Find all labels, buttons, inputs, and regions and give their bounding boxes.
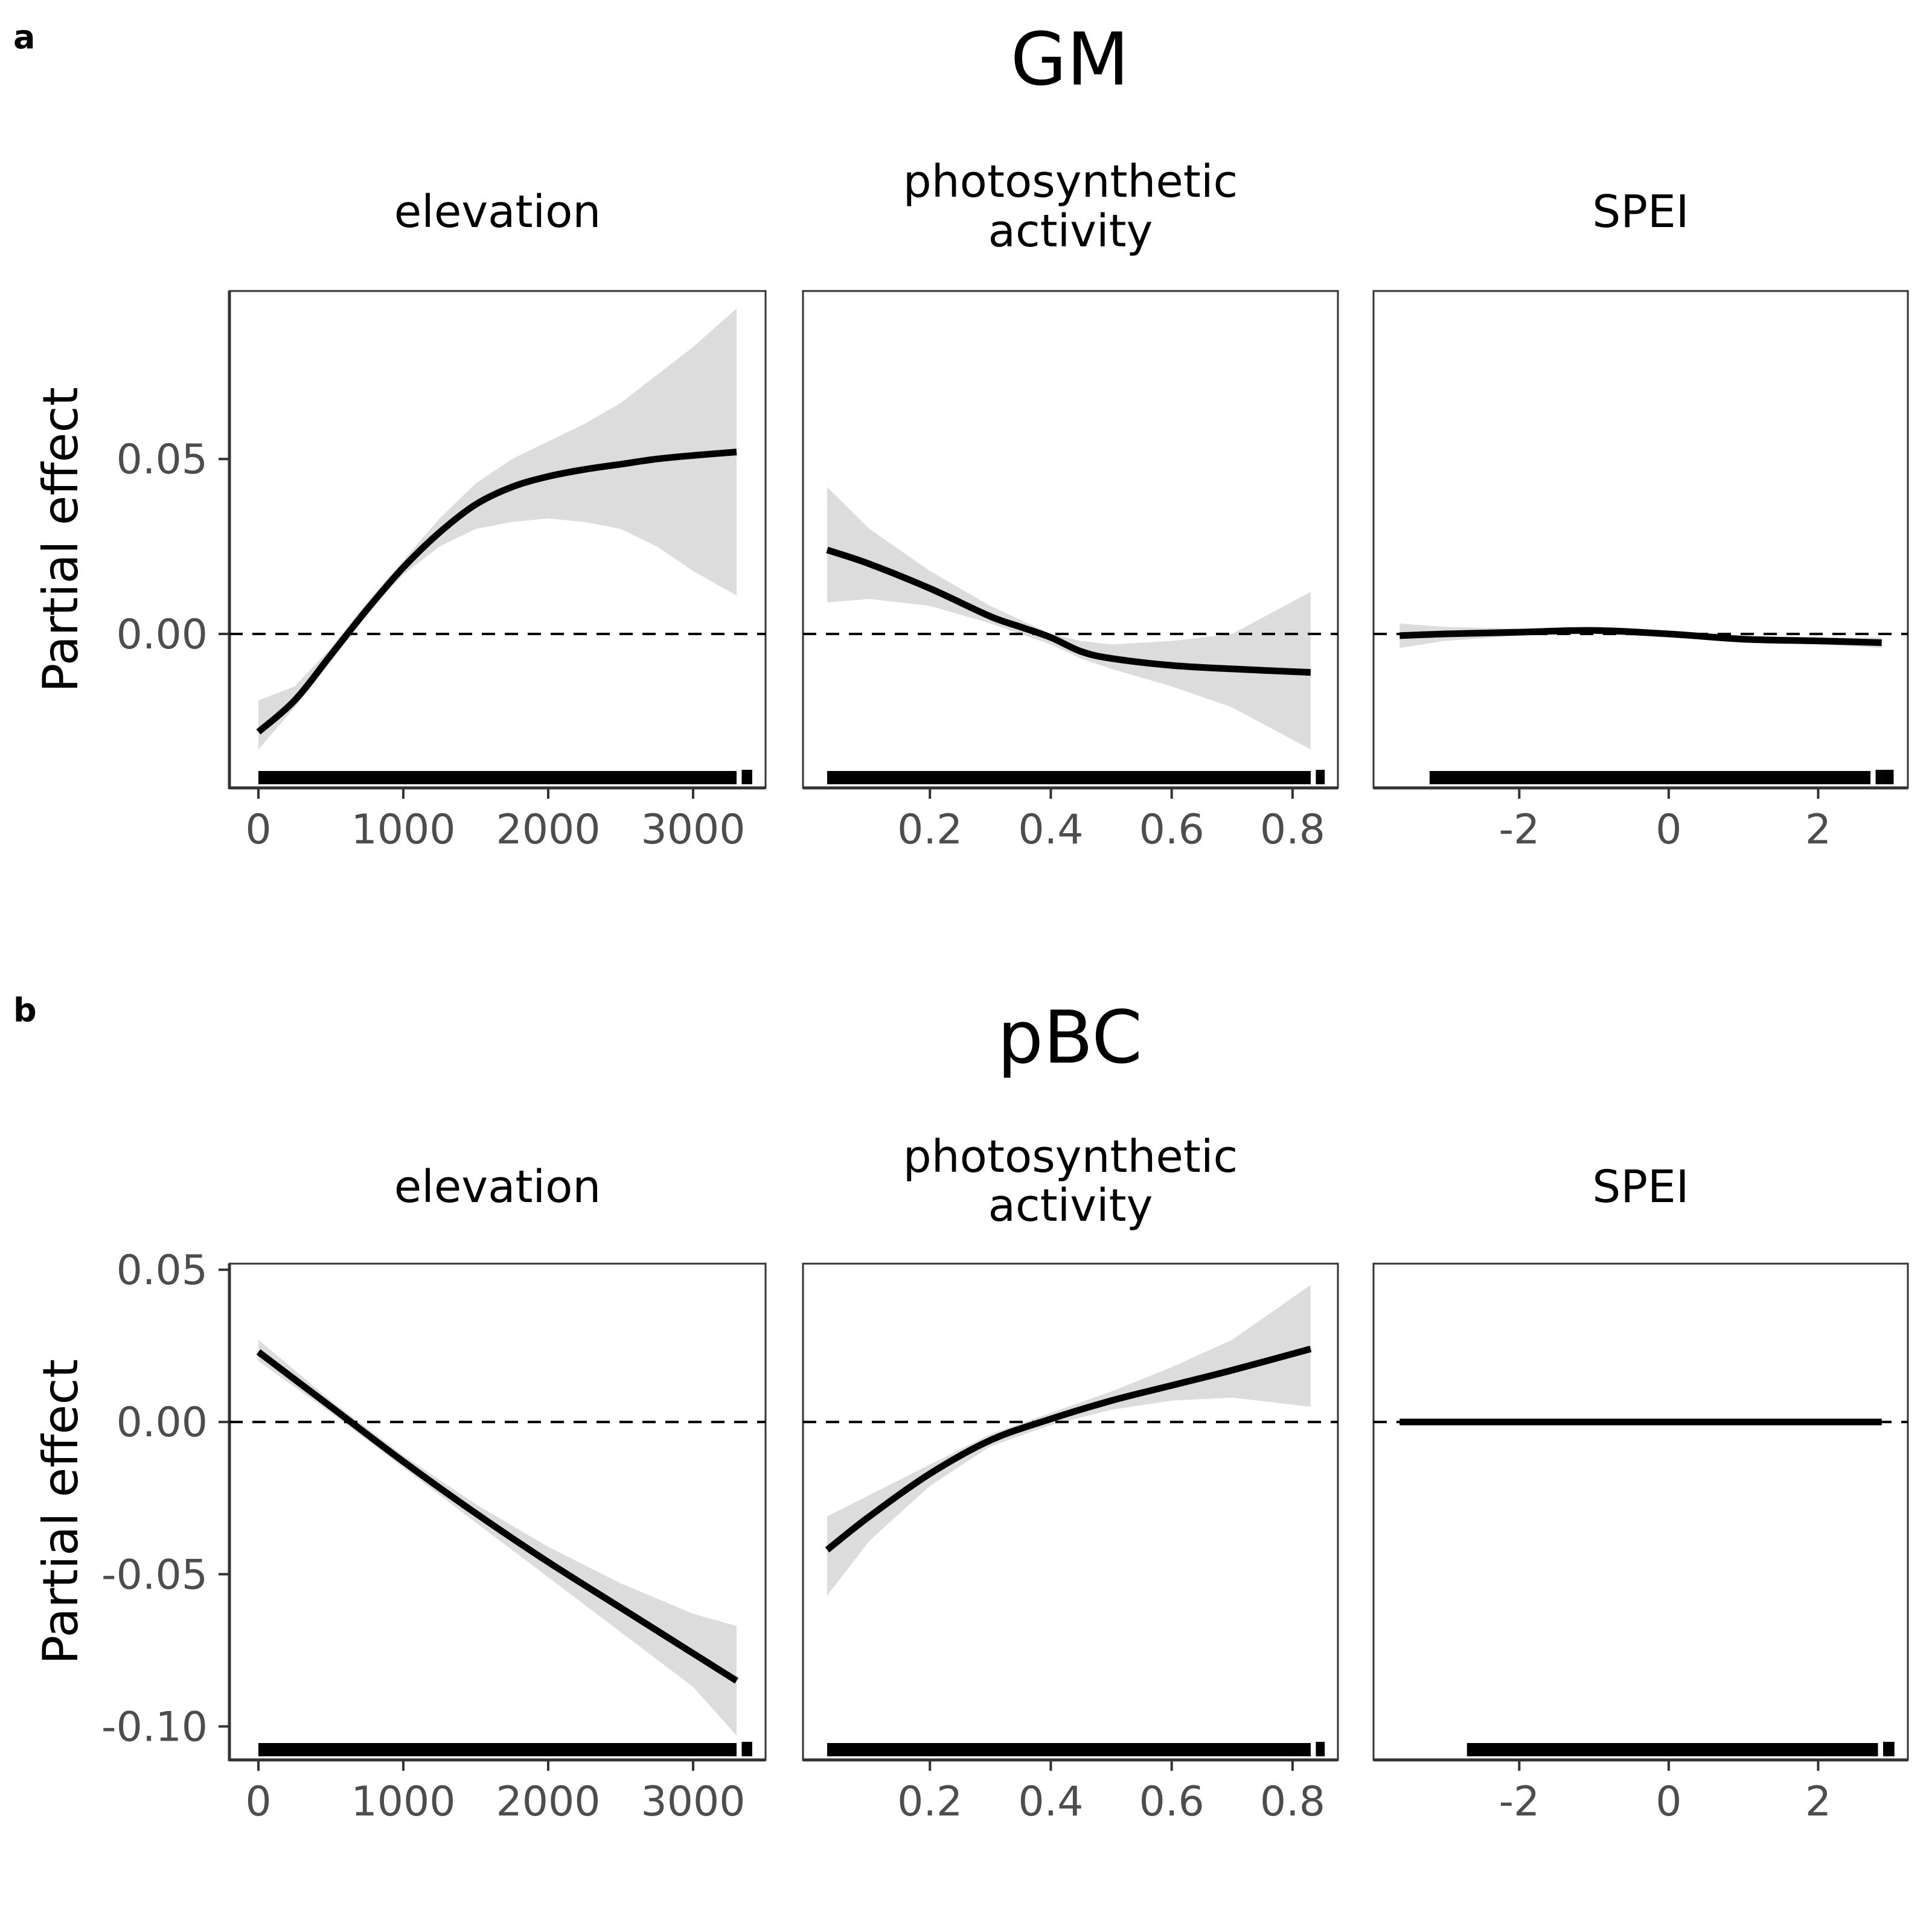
- x-tick-label: 0.6: [1139, 1778, 1204, 1826]
- rug-marks: [1429, 771, 1871, 784]
- x-tick-label: 0.8: [1260, 1778, 1325, 1826]
- x-tick-label: 0.2: [897, 1778, 962, 1826]
- x-tick-label: 0.2: [897, 806, 962, 854]
- panel-label: photosynthetic: [903, 156, 1238, 208]
- y-tick-label: -0.05: [101, 1551, 208, 1599]
- panel-label: SPEI: [1592, 1161, 1689, 1213]
- x-tick-label: 3000: [641, 806, 745, 854]
- x-tick-label: 0: [1655, 1778, 1681, 1826]
- panel-label: SPEI: [1592, 186, 1689, 238]
- smooth-effect-line: [256, 1349, 738, 1684]
- x-tick-label: 0.6: [1139, 806, 1204, 854]
- panel-label: photosynthetic: [903, 1131, 1238, 1183]
- panel-label: elevation: [394, 1161, 601, 1213]
- confidence-band: [827, 487, 1311, 750]
- x-tick-label: 0: [245, 1778, 271, 1826]
- x-tick-label: -2: [1499, 806, 1540, 854]
- confidence-band: [258, 309, 737, 750]
- rug-marks: [258, 771, 737, 784]
- panel-frame: [228, 1262, 767, 1761]
- y-tick-label: 0.00: [117, 611, 208, 659]
- row-title: pBC: [997, 996, 1142, 1080]
- y-tick-label: -0.10: [101, 1704, 208, 1751]
- y-tick-label: 0.00: [117, 1399, 208, 1447]
- y-axis-title: Partial effect: [33, 1359, 89, 1665]
- smooth-effect-line: [256, 449, 737, 735]
- x-tick-label: 2000: [496, 806, 600, 854]
- smooth-effect-line: [826, 546, 1311, 676]
- panel-label: activity: [988, 205, 1153, 257]
- y-tick-label: 0.05: [117, 1247, 208, 1294]
- x-tick-label: -2: [1499, 1778, 1540, 1826]
- row-title: GM: [1011, 18, 1130, 102]
- x-tick-label: 0: [245, 806, 271, 854]
- x-tick-label: 1000: [351, 806, 455, 854]
- confidence-band: [827, 1285, 1311, 1596]
- panel-label: elevation: [394, 186, 601, 238]
- panel-frame: [1372, 290, 1909, 789]
- x-tick-label: 3000: [641, 1778, 745, 1826]
- x-tick-label: 2000: [496, 1778, 600, 1826]
- x-tick-label: 0: [1655, 806, 1681, 854]
- x-tick-label: 2: [1805, 1778, 1831, 1826]
- y-tick-label: 0.05: [117, 436, 208, 484]
- confidence-band: [258, 1340, 737, 1736]
- y-axis-title: Partial effect: [33, 387, 89, 693]
- smooth-effect-line: [1399, 627, 1882, 646]
- panel-letter: b: [13, 991, 37, 1029]
- x-tick-label: 0.4: [1018, 1778, 1083, 1826]
- panel-frame: [1372, 1262, 1909, 1761]
- rug-marks: [827, 1743, 1311, 1756]
- x-tick-label: 0.8: [1260, 806, 1325, 854]
- x-tick-label: 2: [1805, 806, 1831, 854]
- rug-marks: [827, 771, 1311, 784]
- x-tick-label: 0.4: [1018, 806, 1083, 854]
- smooth-effect-line: [825, 1345, 1312, 1553]
- x-tick-label: 1000: [351, 1778, 455, 1826]
- panel-label: activity: [988, 1180, 1153, 1232]
- rug-marks: [258, 1743, 737, 1756]
- panel-letter: a: [13, 18, 35, 56]
- rug-marks: [1467, 1743, 1878, 1756]
